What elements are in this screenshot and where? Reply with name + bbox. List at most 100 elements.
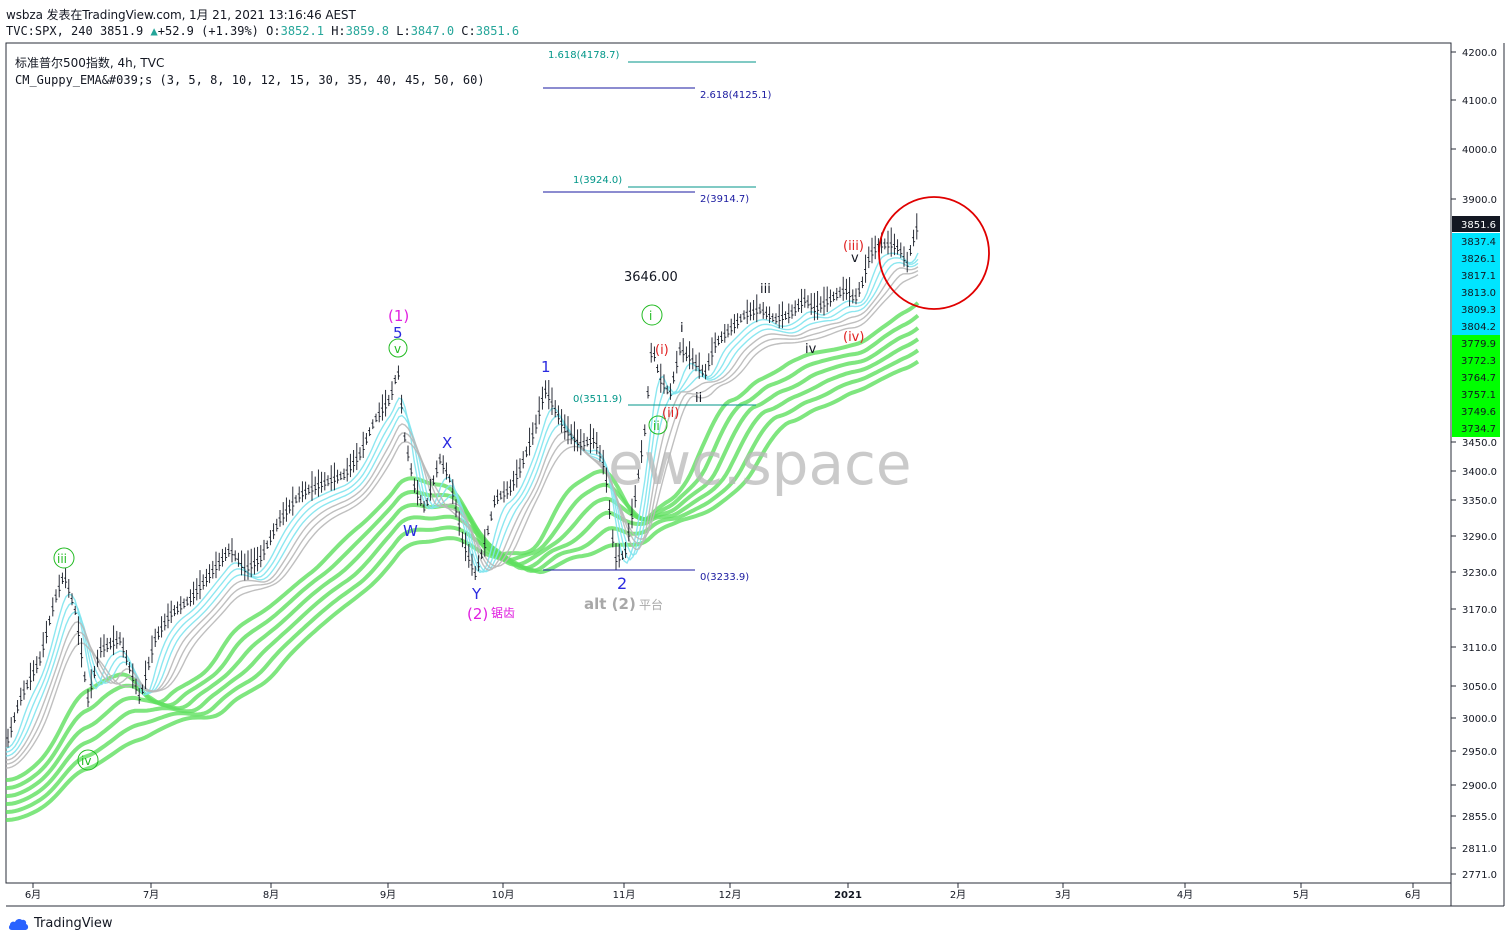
time-tick-label: 4月 (1177, 889, 1193, 901)
ema-short-tag (1452, 284, 1500, 301)
ema-long-tag-text: 3779.9 (1461, 339, 1496, 350)
open-value: 3852.1 (280, 24, 324, 38)
wave-label-i-circle: i (649, 309, 652, 323)
wave-label-ii-paren: (ii) (662, 406, 679, 421)
time-tick-label: 5月 (1293, 889, 1309, 901)
price-tick-label: 2950.0 (1462, 747, 1497, 758)
price-tick-label: 2855.0 (1462, 812, 1497, 823)
ema-short-tag-text: 3813.0 (1461, 288, 1496, 299)
current-price-tag-text: 3851.6 (1461, 220, 1496, 231)
time-tick-label: 2021 (834, 890, 862, 901)
time-tick-label: 7月 (143, 889, 159, 901)
price-tick-label: 3400.0 (1462, 467, 1497, 478)
ema-long-tag-text: 3757.1 (1461, 390, 1496, 401)
tradingview-logo[interactable]: TradingView (8, 916, 113, 931)
ema-short-line (5, 274, 919, 769)
indicator-legend[interactable]: CM_Guppy_EMA&#039;s (3, 5, 8, 10, 12, 15… (15, 73, 485, 87)
wave-circle-v (388, 338, 408, 358)
price-tick-label: 3230.0 (1462, 568, 1497, 579)
price-tick-label: 3170.0 (1462, 605, 1497, 616)
fib-label-1618: 1.618(4178.7) (548, 50, 620, 61)
ema-long-line (5, 348, 920, 814)
open-label: O: (266, 24, 281, 38)
ema-long-tag-text: 3734.7 (1461, 424, 1496, 435)
wave-label-iv-small: iv (805, 342, 817, 357)
price-tick-label: 3900.0 (1462, 195, 1497, 206)
price-axis[interactable]: 4200.0 4100.0 4000.0 3900.0 3450.0 3400.0 3350… (1451, 48, 1497, 881)
price-tick-label: 2900.0 (1462, 781, 1497, 792)
price-tick-label: 4200.0 (1462, 48, 1497, 59)
price-bars (6, 213, 919, 748)
ema-long-tag (1452, 386, 1500, 403)
last-price: 3851.9 (99, 24, 144, 38)
ema-short-tag-text: 3826.1 (1461, 254, 1496, 265)
close-value: 3851.6 (475, 24, 520, 38)
wave-note-zigzag: 锯齿 (491, 605, 515, 620)
price-tags: 3851.6 3837.4 3826.1 3817.1 3813.0 3809.3 3804… (1452, 216, 1500, 437)
fib-label-0a: 0(3511.9) (573, 394, 622, 405)
time-tick-label: 9月 (380, 889, 396, 901)
price-tick-label: 3450.0 (1462, 438, 1497, 449)
wave-label-X: X (442, 434, 452, 452)
time-tick-label: 6月 (1405, 889, 1421, 901)
wave-label-alt: alt (2) (584, 595, 636, 613)
ema-long-tag (1452, 352, 1500, 369)
low-label: L: (396, 24, 411, 38)
wave-label-2: 2 (617, 574, 627, 593)
price-tick-label: 4000.0 (1462, 145, 1497, 156)
fib-label-0b: 0(3233.9) (700, 572, 749, 583)
ema-long-tag-text: 3772.3 (1461, 356, 1496, 367)
wave-label-iv-paren: (iv) (843, 330, 864, 345)
time-tick-label: 12月 (719, 889, 742, 901)
price-tick-label: 3050.0 (1462, 682, 1497, 693)
price-tick-label: 3290.0 (1462, 532, 1497, 543)
current-price-tag: 3851.6 (1452, 216, 1500, 232)
price-tick-label: 4100.0 (1462, 96, 1497, 107)
price-tick-label: 3000.0 (1462, 714, 1497, 725)
change-up-icon: ▲ (150, 24, 158, 38)
fib-label-1: 1(3924.0) (573, 175, 622, 186)
wave-label-i-small: i (680, 321, 684, 336)
high-value: 3859.8 (345, 24, 390, 38)
time-tick-label: 10月 (492, 889, 515, 901)
ema-short-tag (1452, 250, 1500, 267)
ema-short-tag-text: 3837.4 (1461, 237, 1496, 248)
wave-label-iii-paren: (iii) (843, 239, 864, 254)
wave-annotations: (1) 5 v iii iv X W Y (2) 锯齿 1 2 alt (2) … (53, 239, 864, 771)
time-tick-label: 8月 (263, 889, 279, 901)
low-value: 3847.0 (410, 24, 455, 38)
wave-circle-ii (648, 415, 668, 435)
ema-short-line (5, 252, 919, 749)
ohlc-line: TVC:SPX, 240 3851.9 ▲+52.9 (+1.39%) O:38… (6, 24, 519, 38)
ema-long-tag-text: 3764.7 (1461, 373, 1496, 384)
highlight-circle (878, 196, 990, 310)
fib-extension: 1.618(4178.7) 2.618(4125.1) 1(3924.0) 2(… (543, 50, 772, 583)
publish-info: wsbza 发表在TradingView.com, 1月 21, 2021 13… (6, 8, 356, 22)
price-tick-label: 2771.0 (1462, 870, 1497, 881)
ema-short-line (5, 266, 919, 761)
ema-short-tag (1452, 233, 1500, 250)
wave-label-iv: iv (81, 754, 91, 768)
high-label: H: (331, 24, 346, 38)
ema-long-tag (1452, 369, 1500, 386)
wave-label-v: v (394, 342, 401, 356)
time-tick-label: 3月 (1055, 889, 1071, 901)
wave-note-flat: 平台 (639, 597, 663, 612)
ema-short-line (5, 261, 919, 757)
time-tick-label: 2月 (950, 889, 966, 901)
series-legend[interactable]: 标准普尔500指数, 4h, TVC (15, 56, 165, 70)
fib-label-2618: 2.618(4125.1) (700, 90, 772, 101)
ema-short-tag (1452, 301, 1500, 318)
wave-label-ii-small: ii (695, 391, 702, 406)
watermark: ewc.space (608, 430, 912, 498)
wave-label-iii-small: iii (760, 282, 771, 297)
ema-short-tag-text: 3804.2 (1461, 322, 1496, 333)
time-axis[interactable]: 6月 7月 8月 9月 10月 11月 12月 2021 2月 3月 4月 5月 6月 (25, 883, 1421, 901)
ema-short-tag-text: 3817.1 (1461, 271, 1496, 282)
time-tick-label: 11月 (613, 889, 636, 901)
wave-label-1: 1 (541, 358, 551, 376)
wave-circle-iv (77, 749, 99, 771)
cloud-logo-icon (8, 918, 29, 930)
ema-long-tag-text: 3749.6 (1461, 407, 1496, 418)
